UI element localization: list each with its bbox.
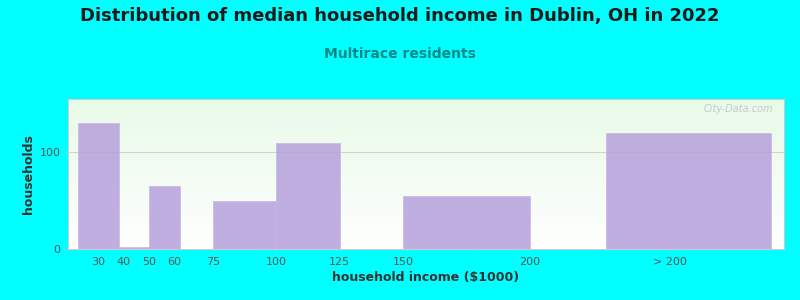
Bar xyxy=(213,201,276,249)
Text: City-Data.com: City-Data.com xyxy=(704,103,774,113)
Text: Distribution of median household income in Dublin, OH in 2022: Distribution of median household income … xyxy=(80,8,720,26)
Text: Multirace residents: Multirace residents xyxy=(324,46,476,61)
Bar xyxy=(150,186,180,249)
Bar xyxy=(78,123,118,249)
Bar xyxy=(403,196,530,249)
Bar xyxy=(606,133,771,249)
Y-axis label: households: households xyxy=(22,134,35,214)
X-axis label: household income ($1000): household income ($1000) xyxy=(333,271,519,284)
Bar xyxy=(118,247,150,249)
Bar xyxy=(276,142,340,249)
